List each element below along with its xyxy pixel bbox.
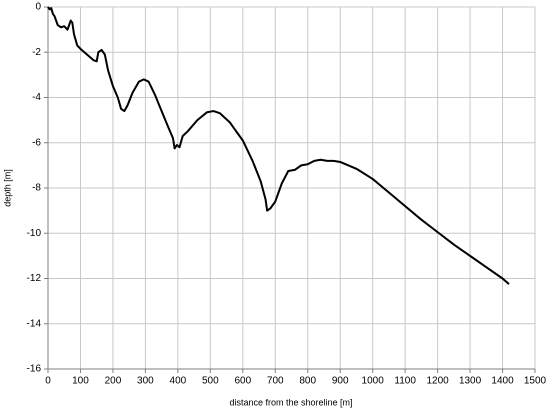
y-axis-label: depth [m]: [2, 169, 12, 207]
y-tick-label: -8: [32, 183, 41, 194]
x-tick-label: 1000: [362, 376, 385, 387]
x-tick-label: 100: [72, 376, 89, 387]
x-tick-label: 700: [267, 376, 284, 387]
y-tick-label: -2: [32, 47, 41, 58]
x-tick-label: 300: [137, 376, 154, 387]
x-tick-label: 400: [170, 376, 187, 387]
x-tick-label: 800: [299, 376, 316, 387]
data-line: [47, 6, 510, 285]
x-tick-label: 200: [105, 376, 122, 387]
x-tick-label: 500: [202, 376, 219, 387]
y-tick-label: -10: [27, 228, 42, 239]
y-tick-label: 0: [35, 2, 41, 13]
x-tick-label: 1100: [394, 376, 416, 387]
x-tick-label: 600: [234, 376, 251, 387]
x-axis-label: distance from the shoreline [m]: [229, 397, 352, 407]
y-tick-label: -14: [27, 318, 42, 329]
y-tick-label: -12: [27, 273, 42, 284]
y-tick-label: -16: [27, 364, 42, 375]
x-tick-label: 0: [45, 376, 51, 387]
y-tick-label: -6: [32, 137, 41, 148]
x-tick-label: 1400: [491, 376, 514, 387]
x-tick-label: 1300: [459, 376, 482, 387]
x-tick-label: 900: [332, 376, 349, 387]
x-tick-label: 1500: [524, 376, 547, 387]
y-tick-label: -4: [32, 92, 41, 103]
x-tick-label: 1200: [426, 376, 449, 387]
